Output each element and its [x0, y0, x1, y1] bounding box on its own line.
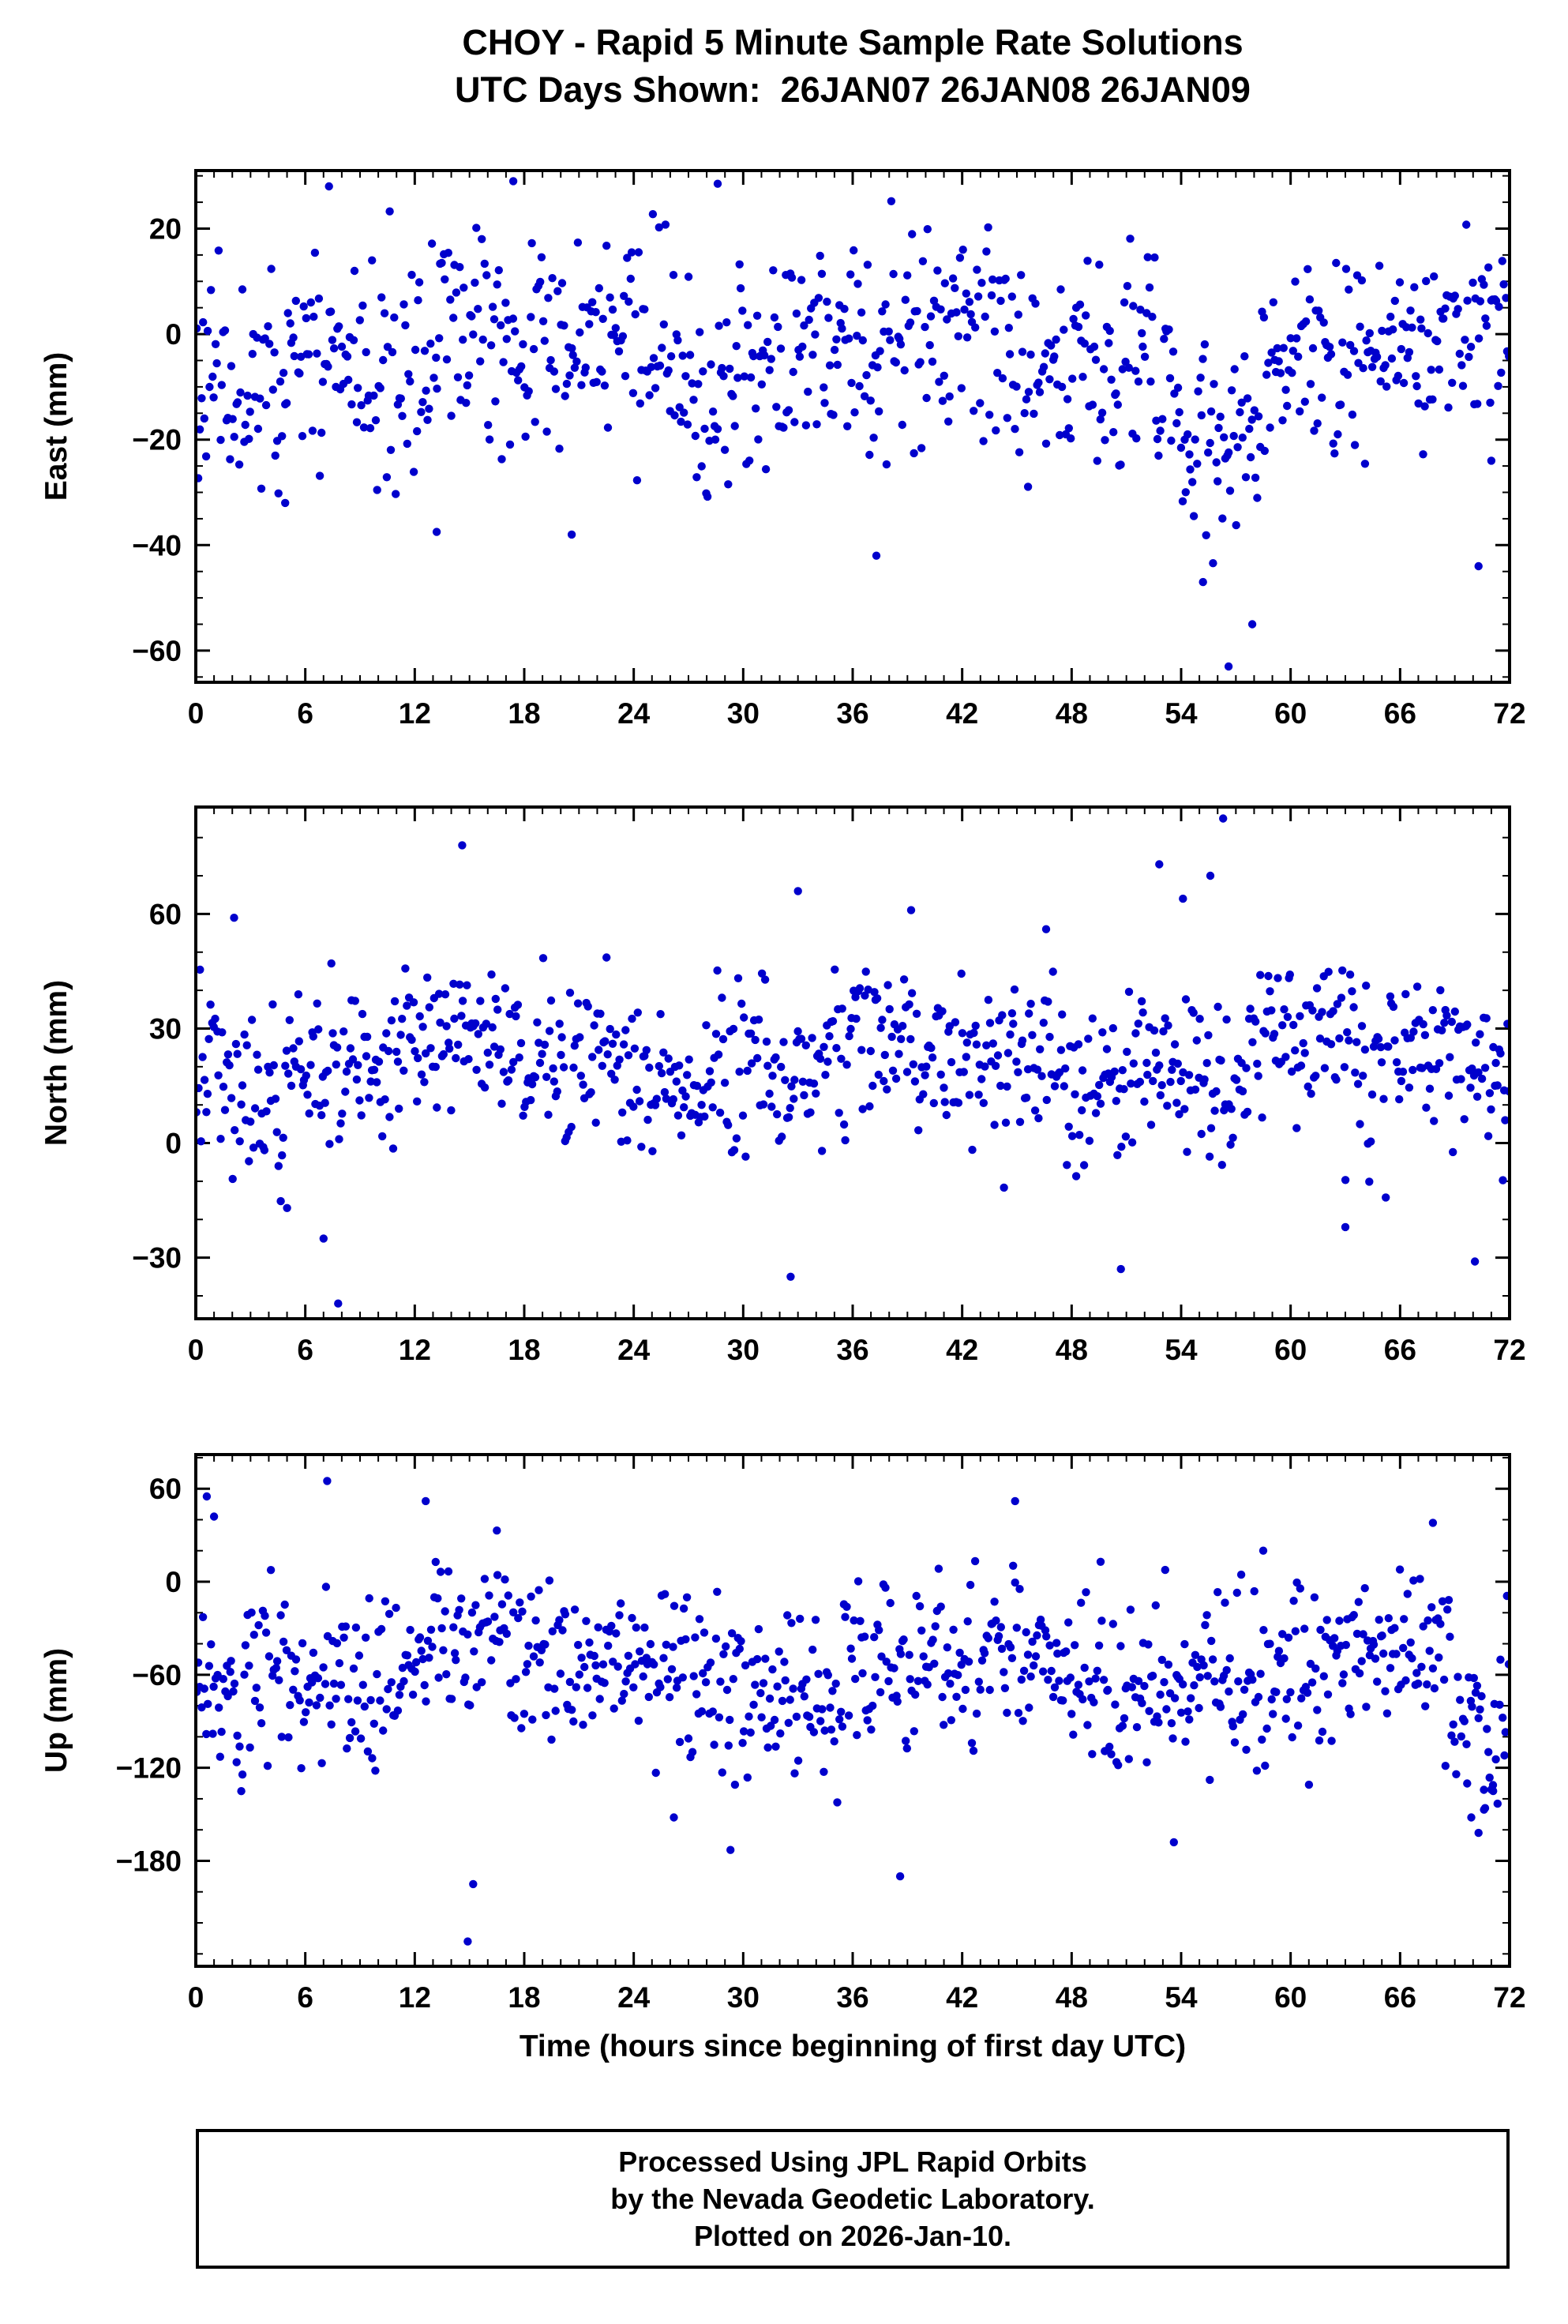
svg-text:60: 60 — [1274, 1981, 1307, 2014]
svg-text:48: 48 — [1056, 1334, 1088, 1366]
svg-text:54: 54 — [1165, 1334, 1198, 1366]
svg-text:12: 12 — [399, 697, 431, 730]
chart-subtitle: UTC Days Shown: 26JAN07 26JAN08 26JAN09 — [455, 69, 1251, 110]
svg-text:54: 54 — [1165, 1981, 1198, 2014]
north-points — [196, 814, 1510, 1308]
north-frame — [194, 805, 1511, 1320]
svg-text:66: 66 — [1384, 1981, 1416, 2014]
svg-text:−60: −60 — [132, 1659, 182, 1691]
north-panel: 0 6 12 18 24 30 36 42 48 54 60 66 72 60 30 0 −30 North (m… — [0, 799, 1568, 1380]
svg-text:54: 54 — [1165, 697, 1198, 730]
svg-text:30: 30 — [727, 1334, 760, 1366]
svg-text:−40: −40 — [132, 529, 182, 561]
svg-text:−120: −120 — [116, 1752, 182, 1785]
svg-text:24: 24 — [617, 1334, 651, 1366]
svg-text:−30: −30 — [132, 1242, 182, 1275]
svg-text:0: 0 — [165, 1128, 182, 1160]
up-plot: 0 6 12 18 24 30 36 42 48 54 60 66 72 60 0 −60 −120 −180 Up… — [39, 1453, 1526, 2014]
east-plot: 0 6 12 18 24 30 36 42 48 54 60 66 72 20 0 −20 −40 −60 East… — [39, 169, 1526, 730]
svg-text:6: 6 — [297, 1981, 313, 2014]
svg-text:60: 60 — [149, 898, 182, 930]
footer-line-1: Processed Using JPL Rapid Orbits — [618, 2146, 1087, 2178]
chart-title: CHOY - Rapid 5 Minute Sample Rate Soluti… — [462, 22, 1244, 62]
svg-text:0: 0 — [165, 1566, 182, 1598]
svg-text:60: 60 — [1274, 697, 1307, 730]
east-ylabel: East (mm) — [39, 352, 73, 501]
svg-text:30: 30 — [149, 1012, 182, 1045]
up-frame — [194, 1453, 1511, 1968]
svg-text:60: 60 — [1274, 1334, 1307, 1366]
up-axes: 0 6 12 18 24 30 36 42 48 54 60 66 72 60 0 −60 −120 −180 — [116, 1455, 1526, 2014]
svg-text:0: 0 — [188, 1981, 204, 2014]
svg-text:12: 12 — [399, 1981, 431, 2014]
svg-text:12: 12 — [399, 1334, 431, 1366]
svg-text:36: 36 — [836, 1334, 868, 1366]
north-plot: 0 6 12 18 24 30 36 42 48 54 60 66 72 60 30 0 −30 North (m… — [39, 805, 1526, 1366]
svg-text:72: 72 — [1493, 1981, 1525, 2014]
svg-text:48: 48 — [1056, 1981, 1088, 2014]
svg-text:48: 48 — [1056, 697, 1088, 730]
up-ylabel: Up (mm) — [39, 1648, 73, 1773]
svg-text:24: 24 — [617, 1981, 651, 2014]
svg-text:0: 0 — [165, 318, 182, 351]
svg-text:36: 36 — [836, 1981, 868, 2014]
svg-text:0: 0 — [188, 697, 204, 730]
svg-text:60: 60 — [149, 1473, 182, 1505]
east-axes: 0 6 12 18 24 30 36 42 48 54 60 66 72 20 0 −20 −40 −60 — [132, 171, 1526, 730]
svg-text:−20: −20 — [132, 424, 182, 456]
svg-text:66: 66 — [1384, 1334, 1416, 1366]
svg-text:6: 6 — [297, 1334, 313, 1366]
svg-text:20: 20 — [149, 212, 182, 245]
east-points — [196, 177, 1510, 671]
svg-text:18: 18 — [508, 1334, 540, 1366]
east-frame — [194, 169, 1511, 684]
north-axes: 0 6 12 18 24 30 36 42 48 54 60 66 72 60 30 0 −30 — [132, 807, 1526, 1366]
chart-header: CHOY - Rapid 5 Minute Sample Rate Soluti… — [196, 0, 1510, 114]
up-points — [196, 1477, 1510, 1946]
svg-text:42: 42 — [946, 1334, 978, 1366]
svg-text:−180: −180 — [116, 1845, 182, 1877]
svg-text:42: 42 — [946, 1981, 978, 2014]
footer-line-3: Plotted on 2026-Jan-10. — [693, 2220, 1012, 2252]
footer-line-2: by the Nevada Geodetic Laboratory. — [610, 2183, 1095, 2215]
svg-text:30: 30 — [727, 1981, 760, 2014]
up-panel: 0 6 12 18 24 30 36 42 48 54 60 66 72 60 0 −60 −120 −180 Up… — [0, 1447, 1568, 2028]
north-ylabel: North (mm) — [39, 980, 73, 1146]
x-axis-title: Time (hours since beginning of first day… — [519, 2029, 1187, 2063]
svg-text:66: 66 — [1384, 697, 1416, 730]
svg-text:30: 30 — [727, 697, 760, 730]
svg-text:72: 72 — [1493, 1334, 1525, 1366]
svg-text:72: 72 — [1493, 697, 1525, 730]
svg-text:−60: −60 — [132, 635, 182, 667]
svg-text:42: 42 — [946, 697, 978, 730]
svg-text:18: 18 — [508, 697, 540, 730]
footer-box: Processed Using JPL Rapid Orbits by the … — [196, 2129, 1510, 2269]
svg-text:6: 6 — [297, 697, 313, 730]
svg-text:36: 36 — [836, 697, 868, 730]
svg-text:24: 24 — [617, 697, 651, 730]
svg-text:0: 0 — [188, 1334, 204, 1366]
east-panel: 0 6 12 18 24 30 36 42 48 54 60 66 72 20 0 −20 −40 −60 East… — [0, 163, 1568, 744]
svg-text:18: 18 — [508, 1981, 540, 2014]
